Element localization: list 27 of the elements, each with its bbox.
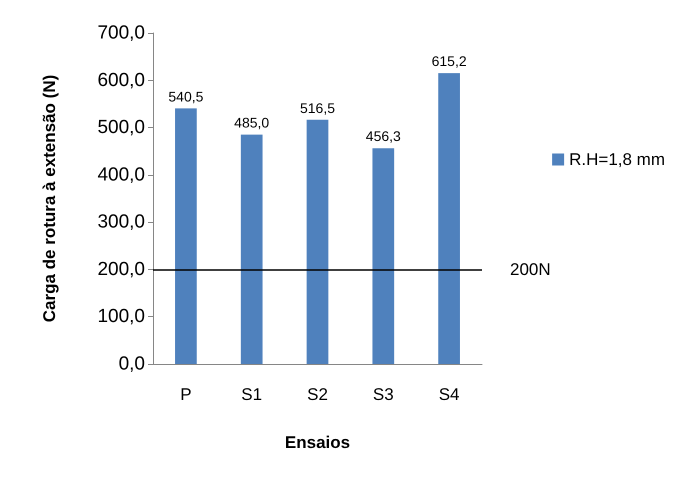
y-tick-label: 0,0 [118,354,145,374]
y-tick-label: 600,0 [97,70,145,91]
legend-label: R.H=1,8 mm [569,150,666,169]
x-axis-title: Ensaios [284,433,350,452]
x-tick-label: S4 [438,385,460,404]
y-tick-label: 100,0 [97,306,145,328]
bar [240,134,263,364]
data-label: 485,0 [234,114,270,131]
y-tick-label: 500,0 [97,117,145,138]
data-label: 456,3 [366,128,402,144]
y-tick-label: 200,0 [97,258,145,280]
x-tick-label: P [180,385,192,404]
data-label: 615,2 [432,53,467,70]
bar [438,73,460,364]
data-label: 516,5 [300,100,336,116]
bar [372,148,394,364]
y-tick-label: 300,0 [97,212,145,233]
x-tick-label: S2 [307,385,328,404]
y-axis-title: Carga de rotura à extensão (N) [40,74,59,322]
bar [175,108,197,364]
bar [306,120,328,364]
data-label: 540,5 [168,88,204,104]
ref-line-label: 200N [510,260,551,279]
y-tick-label: 700,0 [97,22,145,44]
y-tick-label: 400,0 [97,164,145,186]
x-tick-label: S1 [241,385,262,404]
x-tick-label: S3 [372,385,394,404]
